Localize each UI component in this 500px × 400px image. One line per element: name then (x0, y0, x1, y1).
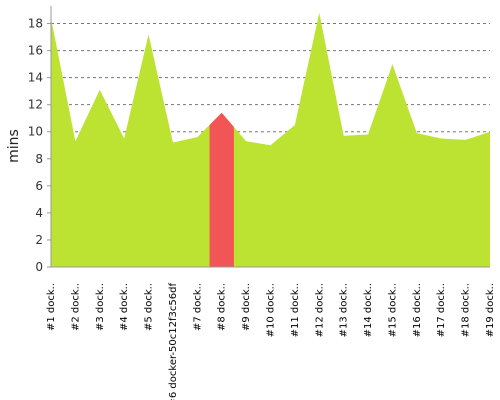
x-tick-label[interactable]: #2 dock.. (70, 283, 81, 331)
y-tick-label: 10 (28, 125, 43, 139)
data-point (366, 132, 370, 136)
x-tick-label[interactable]: #7 dock.. (192, 283, 203, 331)
x-tick-label[interactable]: #4 dock.. (119, 283, 130, 331)
data-point (317, 11, 321, 15)
data-point (195, 135, 199, 139)
y-axis-title: mins (6, 129, 22, 163)
x-tick-label[interactable]: #6 docker-50c12f3c56df (168, 283, 179, 400)
y-tick-label: 6 (35, 179, 43, 193)
y-tick-label: 0 (35, 260, 43, 274)
x-tick-label[interactable]: #11 dock.. (290, 283, 301, 337)
y-tick-label: 18 (28, 17, 43, 31)
x-tick-label[interactable]: #14 dock.. (363, 283, 374, 337)
data-point (342, 134, 346, 138)
highlighted-build[interactable] (209, 112, 234, 267)
x-tick-label[interactable]: #10 dock.. (266, 283, 277, 337)
x-tick-label[interactable]: #1 dock.. (46, 283, 57, 331)
x-tick-label[interactable]: #17 dock.. (436, 283, 447, 337)
data-point (415, 131, 419, 135)
x-tick-label[interactable]: #13 dock.. (339, 283, 350, 337)
data-point (147, 32, 151, 36)
y-tick-label: 16 (28, 44, 43, 58)
data-point (390, 62, 394, 66)
x-tick-label[interactable]: #18 dock.. (461, 283, 472, 337)
x-tick-label[interactable]: #19 dock.. (485, 283, 496, 337)
y-tick-label: 8 (35, 152, 43, 166)
y-tick-label: 4 (35, 206, 43, 220)
x-tick-label[interactable]: #12 dock.. (314, 283, 325, 337)
y-tick-label: 12 (28, 98, 43, 112)
x-tick-label[interactable]: #15 dock.. (387, 283, 398, 337)
data-point (244, 139, 248, 143)
data-point (122, 137, 126, 141)
x-tick-label[interactable]: #3 dock.. (95, 283, 106, 331)
y-tick-label: 2 (35, 233, 43, 247)
x-tick-label[interactable]: #5 dock.. (144, 283, 155, 331)
data-point (464, 138, 468, 142)
data-point (269, 143, 273, 147)
x-tick-label[interactable]: #8 dock.. (217, 283, 228, 331)
data-point (293, 123, 297, 127)
axes (50, 6, 490, 268)
area-series (51, 11, 492, 268)
data-point (439, 137, 443, 141)
y-tick-label: 14 (28, 71, 43, 85)
x-tick-label[interactable]: #16 dock.. (412, 283, 423, 337)
y-axis-ticks: 0 2 4 6 8 10 12 14 16 18 (28, 17, 51, 274)
x-tick-label[interactable]: #9 dock.. (241, 283, 252, 331)
area-fill (51, 12, 490, 268)
x-axis-ticks: #1 dock.. #2 dock.. #3 dock.. #4 dock.. #5 d… (46, 283, 496, 400)
data-point (98, 88, 102, 92)
data-point (171, 141, 175, 145)
data-point (488, 130, 492, 134)
data-point (73, 139, 77, 143)
